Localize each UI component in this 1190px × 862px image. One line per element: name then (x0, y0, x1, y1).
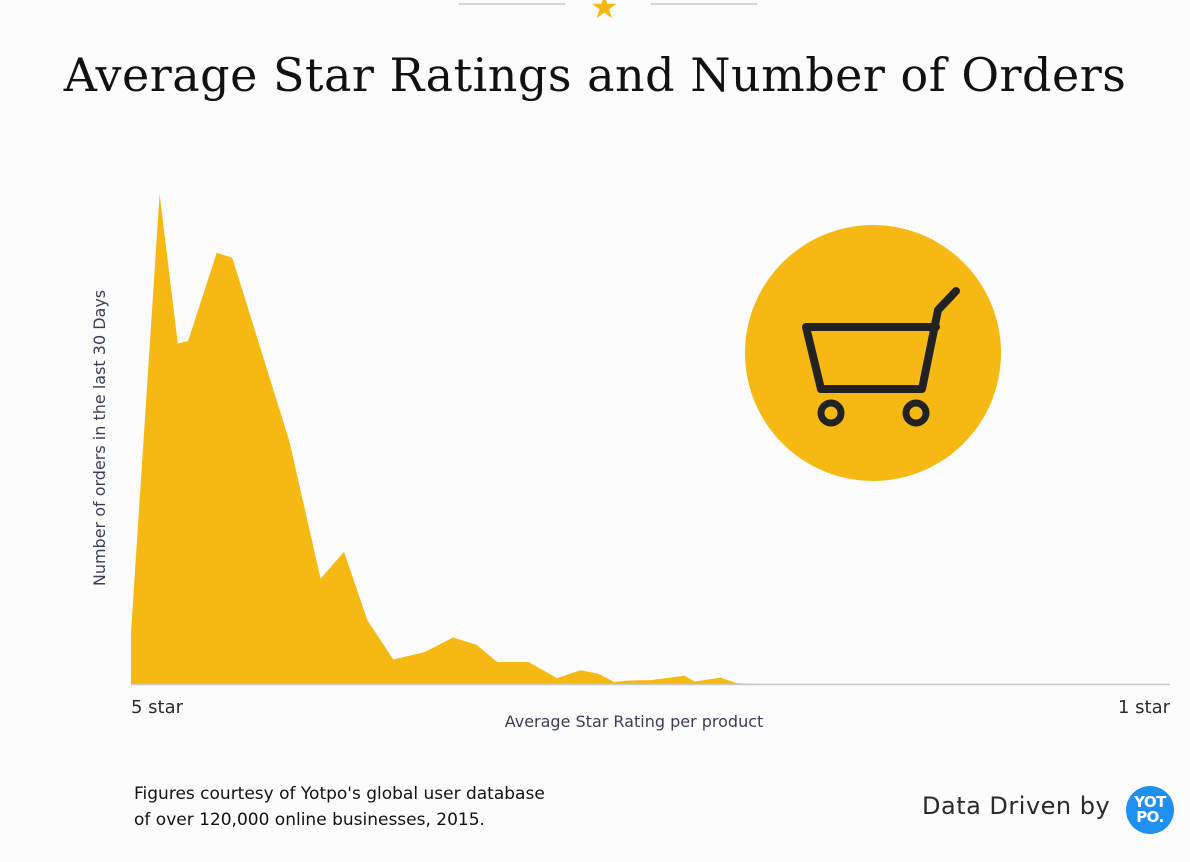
logo-text-line-2: PO. (1136, 808, 1164, 826)
yotpo-logo: YOT PO. (1126, 786, 1174, 834)
x-tick-label-5-star: 5 star (131, 697, 184, 718)
orders-area-series (131, 194, 1170, 684)
data-driven-by-text: Data Driven by (922, 792, 1111, 820)
top-rule-right (651, 3, 757, 5)
footnote-line-2: of over 120,000 online businesses, 2015. (134, 810, 485, 830)
shopping-cart-icon (802, 287, 960, 427)
source-footnote: Figures courtesy of Yotpo's global user … (134, 781, 614, 833)
y-axis-label: Number of orders in the last 30 Days (90, 290, 109, 586)
star-icon: ★ (590, 0, 619, 26)
shopping-cart-badge (745, 225, 1001, 481)
x-tick-label-1-star: 1 star (1118, 697, 1171, 718)
top-rule-left (459, 3, 565, 5)
x-axis-label: Average Star Rating per product (505, 712, 764, 731)
cart-circle (745, 225, 1001, 481)
footnote-line-1: Figures courtesy of Yotpo's global user … (134, 784, 545, 804)
chart-title: Average Star Ratings and Number of Order… (63, 48, 1127, 102)
logo-text-line-1: YOT (1134, 793, 1166, 811)
